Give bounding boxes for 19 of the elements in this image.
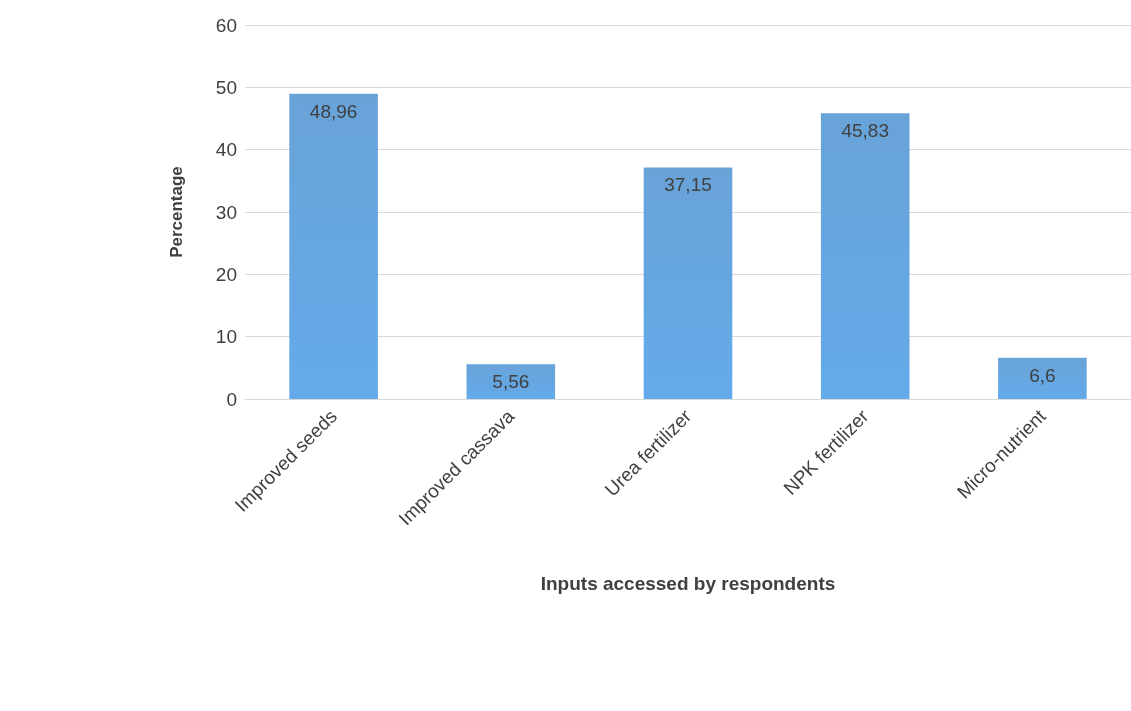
y-axis-title: Percentage bbox=[167, 166, 186, 258]
y-tick-label: 30 bbox=[215, 201, 237, 223]
y-tick-label: 0 bbox=[226, 388, 237, 410]
data-label: 45,83 bbox=[841, 120, 889, 142]
y-tick-label: 10 bbox=[215, 326, 237, 348]
y-tick-label: 40 bbox=[215, 139, 237, 161]
bar bbox=[643, 167, 733, 399]
x-axis-title: Inputs accessed by respondents bbox=[540, 573, 836, 594]
data-label: 37,15 bbox=[664, 174, 712, 196]
bar bbox=[998, 357, 1087, 399]
data-label: 5,56 bbox=[492, 371, 530, 393]
bar bbox=[466, 364, 556, 399]
bar bbox=[289, 93, 378, 399]
bar bbox=[820, 113, 910, 399]
y-tick-label: 60 bbox=[215, 14, 237, 36]
data-label: 6,6 bbox=[1029, 364, 1056, 386]
data-label: 48,96 bbox=[309, 100, 358, 122]
y-tick-label: 20 bbox=[215, 263, 237, 285]
y-tick-label: 50 bbox=[215, 76, 237, 98]
